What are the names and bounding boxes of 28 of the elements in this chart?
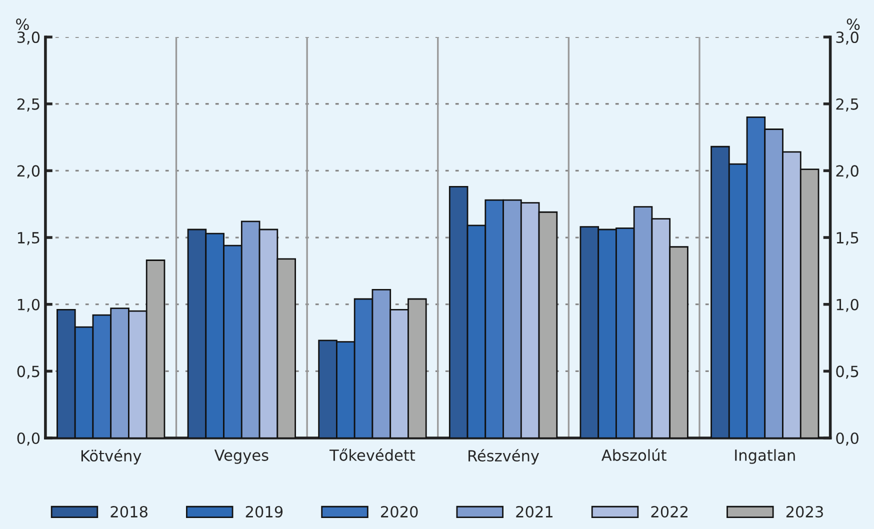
legend-label: 2020 (381, 506, 418, 518)
x-tick-label: Kötvény (81, 449, 142, 465)
legend-label: 2021 (516, 506, 552, 518)
y-tick-label: 3,0 (17, 31, 40, 45)
y-axis-title: % (16, 18, 29, 30)
y2-tick-label: 0,5 (836, 366, 858, 379)
y2-tick-label: 2,0 (836, 165, 858, 178)
y2-tick-label: 1,0 (836, 298, 858, 312)
legend-label: 2023 (786, 506, 823, 518)
y2-axis-title: % (846, 18, 860, 30)
x-tick-label: Tőkevédett (329, 448, 416, 461)
y2-tick-label: 1,5 (836, 232, 858, 246)
x-tick-label: Abszolút (602, 448, 666, 461)
x-tick-label: Részvény (468, 449, 540, 465)
y-tick-label: 2,5 (17, 98, 40, 112)
x-tick-label: Ingatlan (735, 449, 795, 464)
x-tick-label: Vegyes (214, 450, 268, 464)
y-tick-label: 0,0 (17, 432, 40, 446)
legend-label: 2018 (110, 506, 148, 518)
legend-label: 2019 (246, 506, 283, 518)
y2-tick-label: 2,5 (836, 98, 858, 112)
y-tick-label: 1,0 (18, 298, 40, 312)
y-tick-label: 0,5 (17, 366, 40, 379)
y-tick-label: 2,0 (17, 165, 40, 178)
y2-tick-label: 3,0 (836, 31, 858, 45)
legend-label: 2022 (651, 506, 688, 518)
y2-tick-label: 0,0 (836, 432, 858, 446)
y-tick-label: 1,5 (18, 232, 40, 246)
